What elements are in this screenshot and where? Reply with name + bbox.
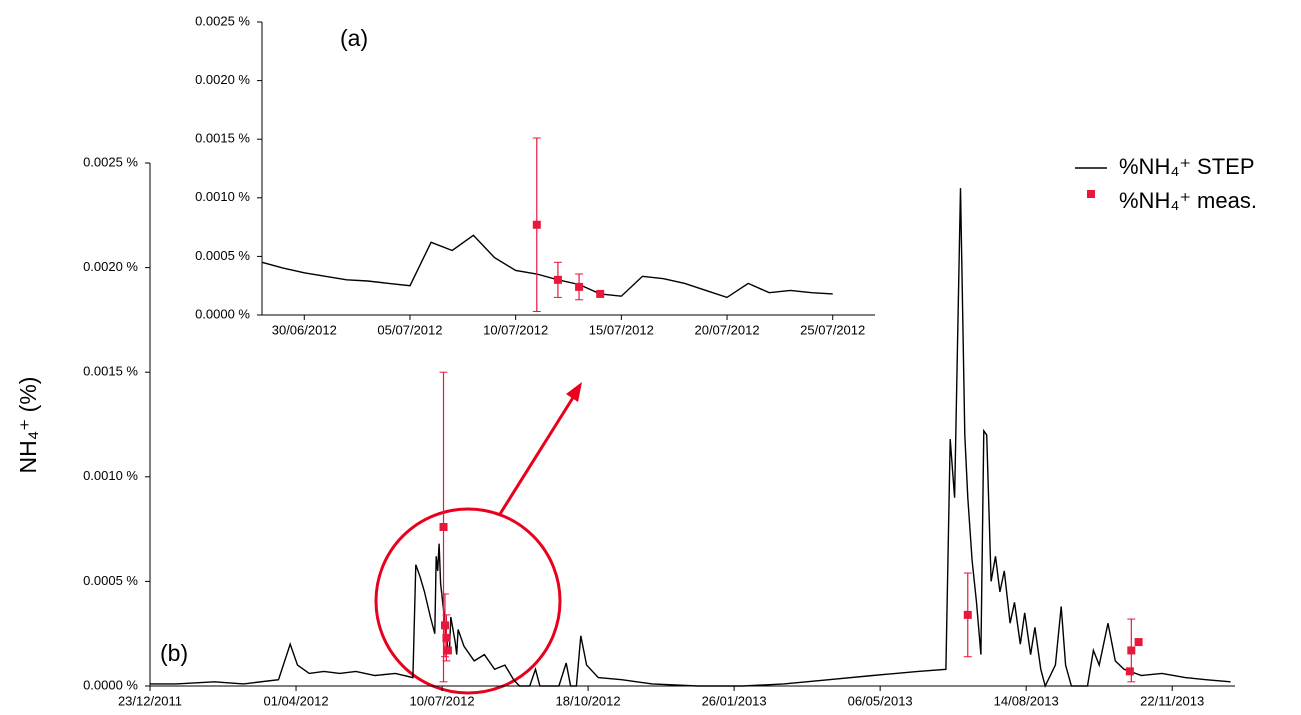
x-tick-label: 23/12/2011 [118,693,182,708]
data-point [963,610,972,619]
legend-swatch [1087,190,1095,198]
data-point [532,220,541,229]
zoom-arrow [498,395,576,515]
y-tick-label: 0.0005 % [83,573,138,588]
x-tick-label: 22/11/2013 [1140,693,1204,708]
y-tick-label: 0.0015 % [195,131,250,146]
x-tick-label: 26/01/2013 [702,693,767,708]
data-point [440,621,449,630]
y-tick-label: 0.0010 % [83,468,138,483]
y-tick-label: 0.0000 % [83,677,138,692]
arrow-head [566,382,582,402]
data-point [439,523,448,532]
x-tick-label: 10/07/2012 [483,322,548,337]
highlight-circle [374,507,562,695]
data-point [1134,638,1143,647]
y-tick-label: 0.0000 % [195,306,250,321]
y-tick-label: 0.0010 % [195,189,250,204]
x-tick-label: 14/08/2013 [994,693,1059,708]
data-line [261,234,833,299]
data-point [553,275,562,284]
data-point [596,289,605,298]
annotation: (b) [160,640,188,666]
x-tick-label: 30/06/2012 [272,322,337,337]
y-tick-label: 0.0015 % [83,364,138,379]
data-point [1125,667,1134,676]
x-tick-label: 01/04/2012 [263,693,328,708]
x-tick-label: 15/07/2012 [589,322,654,337]
y-tick-label: 0.0025 % [83,154,138,169]
x-tick-label: 18/10/2012 [556,693,621,708]
x-tick-label: 06/05/2013 [848,693,913,708]
x-tick-label: 20/07/2012 [694,322,759,337]
y-tick-label: 0.0025 % [195,13,250,28]
annotation: (a) [340,25,368,51]
y-axis-label: NH₄⁺ (%) [15,377,41,474]
x-tick-label: 25/07/2012 [800,322,865,337]
data-point [1127,646,1136,655]
data-point [575,282,584,291]
legend-label: %NH₄⁺ STEP [1119,154,1255,179]
data-point [443,646,452,655]
data-point [442,633,451,642]
data-line [150,188,1231,688]
legend-label: %NH₄⁺ meas. [1119,188,1257,213]
y-tick-label: 0.0005 % [195,248,250,263]
x-tick-label: 05/07/2012 [377,322,442,337]
x-tick-label: 10/07/2012 [410,693,475,708]
y-tick-label: 0.0020 % [195,72,250,87]
y-tick-label: 0.0020 % [83,259,138,274]
